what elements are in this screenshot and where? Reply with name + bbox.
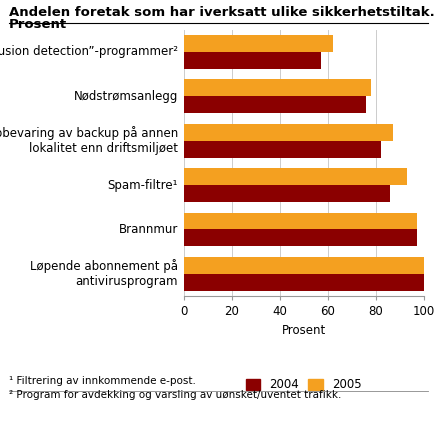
Bar: [184, 124, 392, 140]
Bar: [184, 168, 407, 185]
Bar: [184, 80, 371, 96]
Text: ¹ Filtrering av innkommende e-post.
² Program for avdekking og varsling av uønsk: ¹ Filtrering av innkommende e-post. ² Pr…: [9, 376, 341, 400]
Bar: [184, 229, 417, 246]
Text: Andelen foretak som har iverksatt ulike sikkerhetstiltak. 2004-2005.: Andelen foretak som har iverksatt ulike …: [9, 6, 437, 19]
Bar: [184, 274, 424, 291]
Legend: 2004, 2005: 2004, 2005: [246, 379, 362, 391]
Bar: [184, 257, 424, 274]
Bar: [184, 185, 390, 202]
Bar: [184, 52, 320, 69]
Bar: [184, 96, 366, 113]
Bar: [184, 140, 381, 157]
Bar: [184, 213, 417, 229]
Bar: [184, 35, 333, 52]
Text: Prosent: Prosent: [9, 18, 67, 31]
X-axis label: Prosent: Prosent: [281, 324, 326, 337]
